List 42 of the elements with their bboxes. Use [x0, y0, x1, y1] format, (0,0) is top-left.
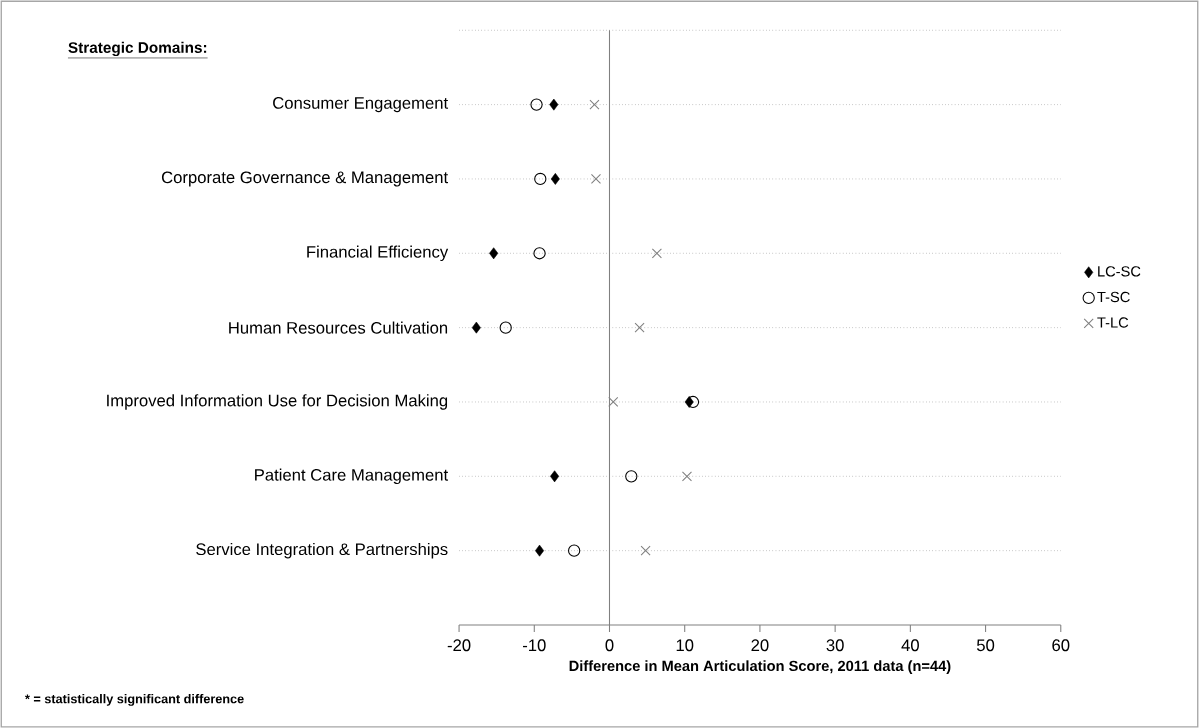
- y-tick-label: Financial Efficiency: [307, 245, 449, 261]
- point: [550, 172, 560, 185]
- text: * = statistically significant difference: [25, 693, 244, 706]
- point: [625, 470, 638, 483]
- point: [489, 247, 499, 260]
- x-tick-label: -20: [447, 639, 471, 652]
- point: [589, 99, 600, 110]
- x-tick-label: 10: [676, 639, 694, 652]
- point: [530, 98, 543, 111]
- y-tick-label: Consumer Engagement: [273, 96, 449, 113]
- point: [608, 396, 619, 407]
- y-tick-label: Patient Care Management: [255, 468, 449, 484]
- point: [651, 248, 662, 259]
- x-tick-label: -10: [522, 639, 546, 652]
- x-tick-label: 50: [976, 639, 995, 652]
- x-tick-label: 20: [751, 639, 769, 652]
- point: [499, 321, 512, 334]
- x-tick-label: 60: [1052, 639, 1070, 652]
- point: [535, 544, 545, 557]
- point: [568, 544, 581, 557]
- point: [549, 98, 559, 111]
- point: [640, 545, 651, 556]
- y-tick-label: Corporate Governance & Management: [161, 171, 449, 187]
- point: [634, 322, 645, 333]
- point: [590, 173, 602, 184]
- point: [533, 247, 546, 260]
- point: [471, 321, 481, 334]
- point: [550, 470, 560, 483]
- x-tick-label: 40: [901, 639, 919, 652]
- y-tick-label: Improved Information Use for Decision Making: [107, 394, 448, 410]
- y-tick-label: Service Integration & Partnerships: [196, 542, 448, 559]
- x-tick-label: 0: [605, 639, 614, 652]
- point: [681, 471, 693, 482]
- point: [534, 172, 547, 185]
- x-axis-title: Difference in Mean Articulation Score, 2011 data (n=44): [569, 660, 951, 674]
- y-axis-title: Strategic Domains:: [68, 41, 207, 56]
- legend-label: LC-SC: [1098, 266, 1141, 277]
- legend-label: T-SC: [1097, 291, 1130, 303]
- point: [686, 395, 700, 409]
- y-tick-label: Human Resources Cultivation: [229, 321, 448, 334]
- legend-label: T-LC: [1097, 317, 1129, 328]
- x-tick-label: 30: [826, 639, 844, 652]
